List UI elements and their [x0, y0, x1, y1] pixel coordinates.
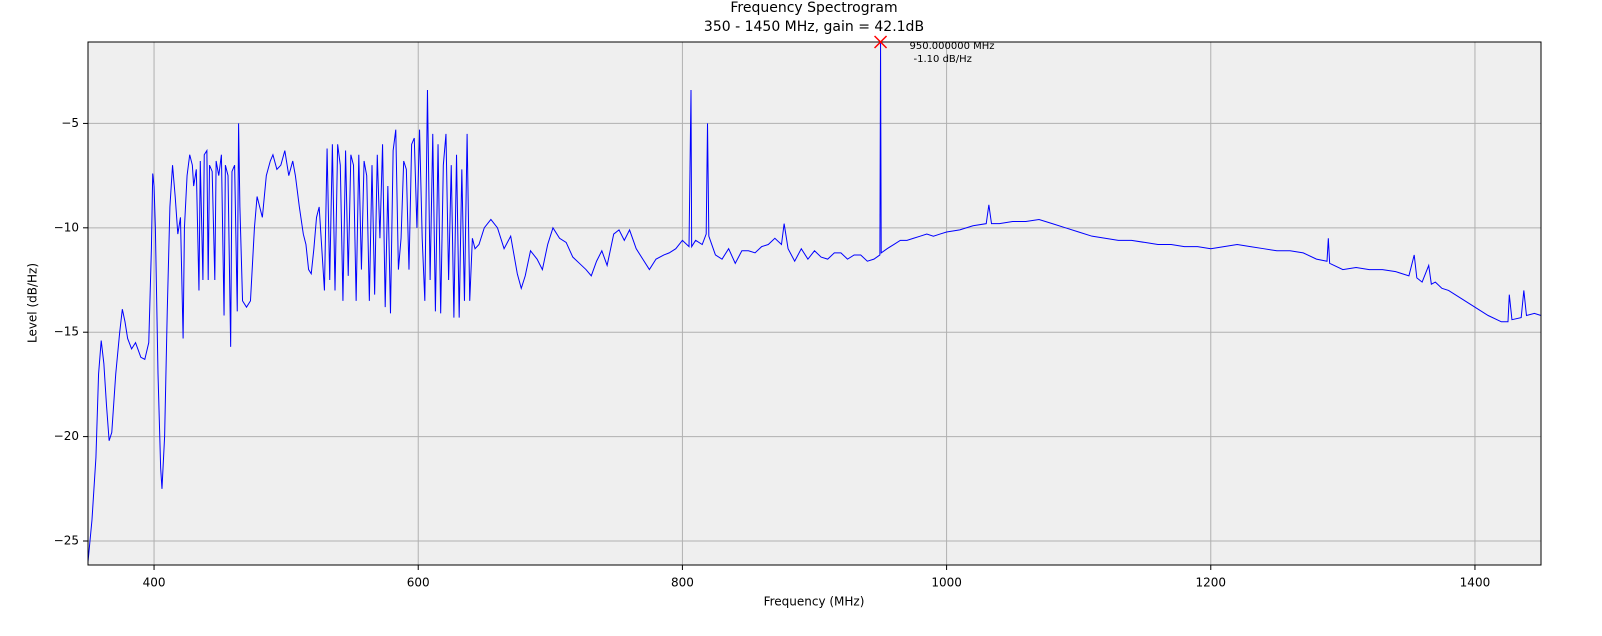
x-tick-label: 400 — [143, 576, 166, 590]
y-tick-label: −20 — [54, 429, 79, 443]
chart-subtitle: 350 - 1450 MHz, gain = 42.1dB — [704, 19, 924, 35]
peak-marker — [874, 35, 888, 49]
spectrum-line — [87, 41, 1542, 562]
x-axis-label: Frequency (MHz) — [764, 595, 865, 609]
plot — [87, 41, 1542, 562]
y-tick-label: −15 — [54, 325, 79, 339]
x-tick-label: 600 — [407, 576, 430, 590]
y-tick-label: −25 — [54, 533, 79, 547]
x-tick-label: 1400 — [1460, 576, 1491, 590]
plot-frame — [87, 41, 1542, 566]
y-tick-label: −10 — [54, 220, 79, 234]
peak-label: 950.000000 MHz — [910, 41, 995, 52]
y-tick-label: −5 — [61, 116, 79, 130]
x-tick-label: 1200 — [1195, 576, 1226, 590]
y-axis-label: Level (dB/Hz) — [26, 263, 40, 343]
x-tick-label: 1000 — [931, 576, 962, 590]
chart-title: Frequency Spectrogram — [730, 0, 897, 16]
grid — [88, 42, 1541, 565]
x-tick-label: 800 — [671, 576, 694, 590]
peak-label: -1.10 dB/Hz — [914, 54, 972, 65]
plot-background — [88, 42, 1541, 565]
